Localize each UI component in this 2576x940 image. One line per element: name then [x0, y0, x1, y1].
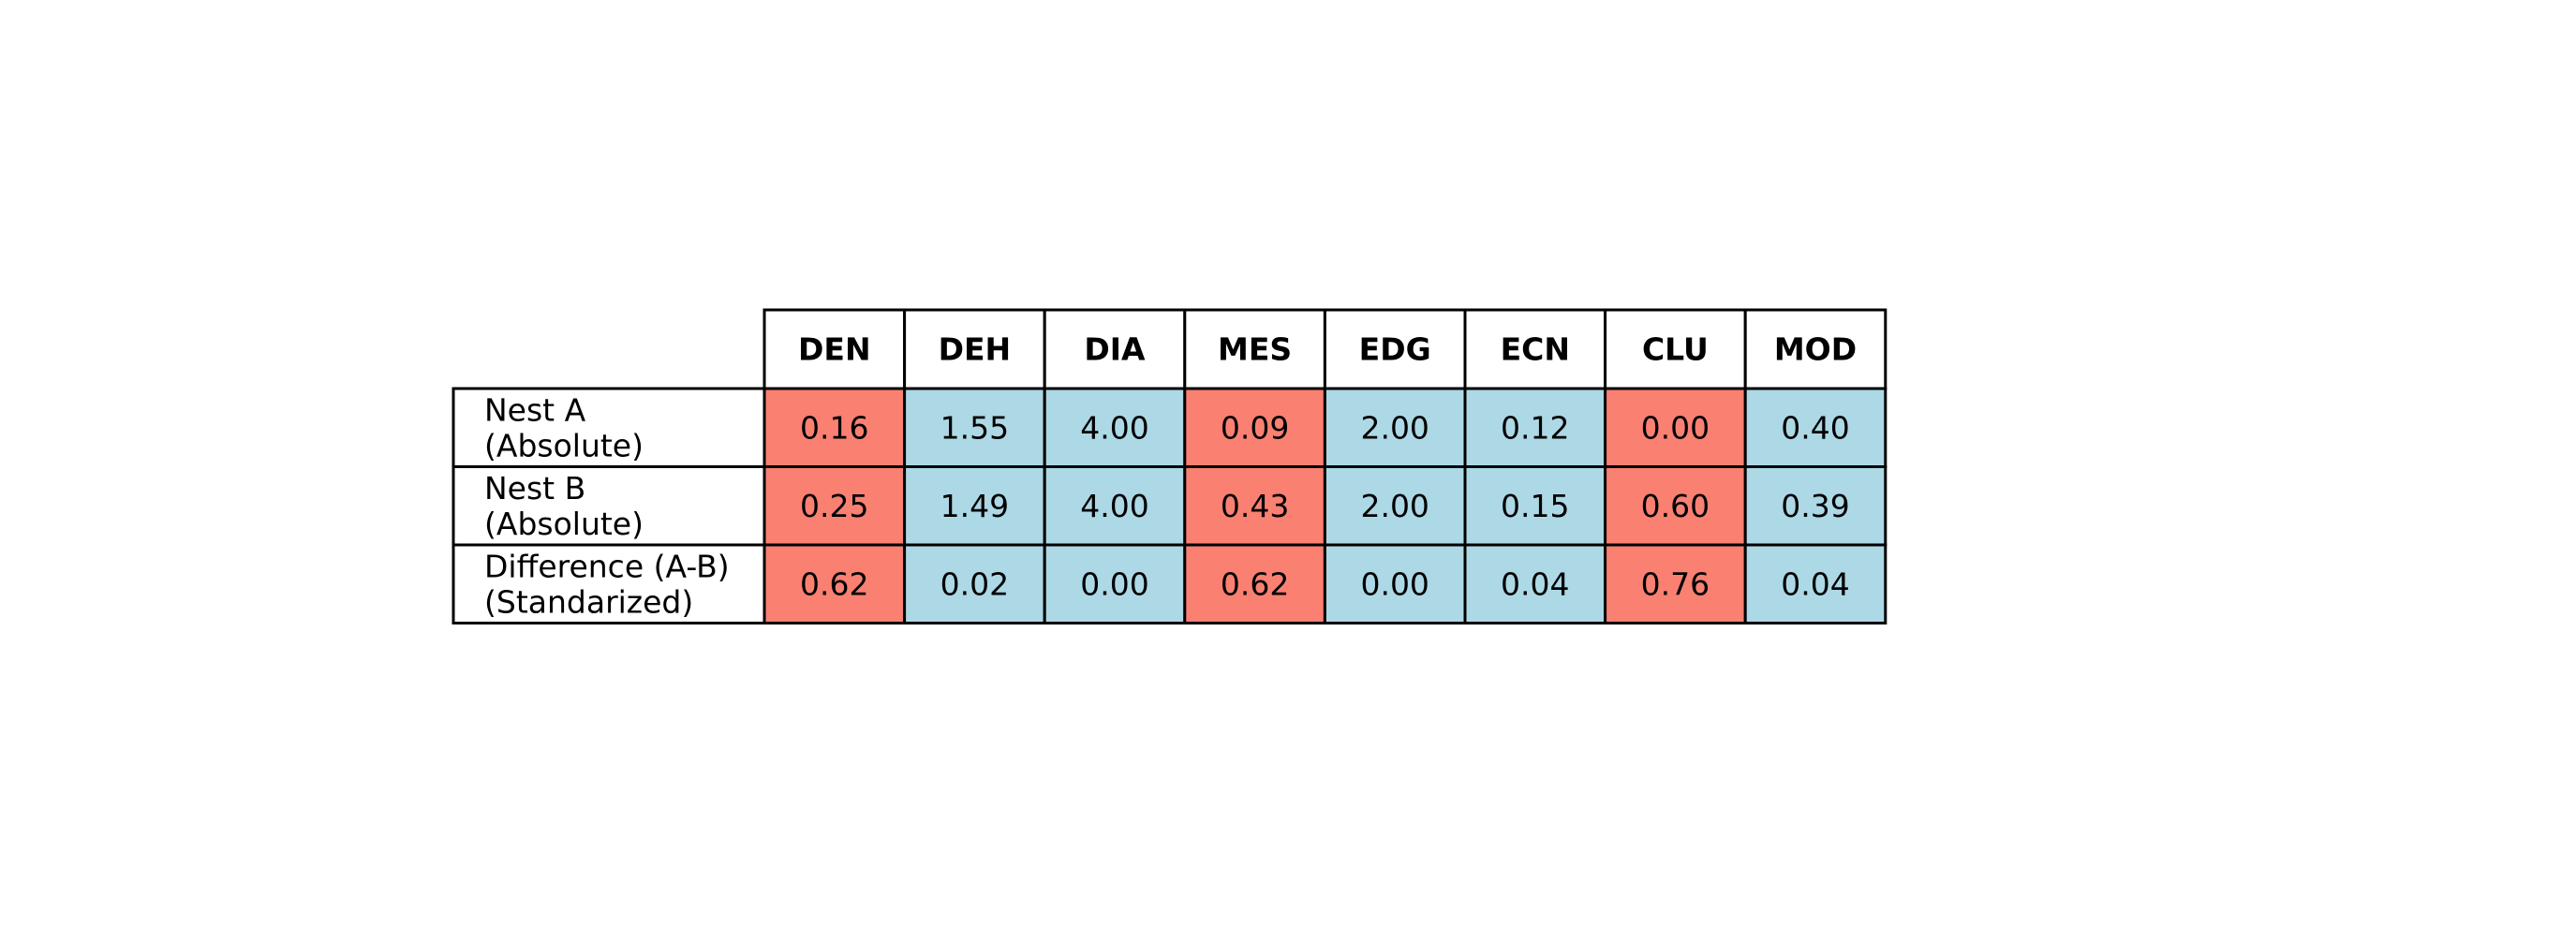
- table-cell: 1.49: [903, 465, 1046, 547]
- table-cell: 2.00: [1323, 387, 1467, 468]
- table-cell-bg: [1604, 543, 1747, 624]
- row-label-line: Nest B: [484, 470, 585, 507]
- column-header-label: CLU: [1642, 331, 1709, 368]
- table-cell-bg: [1323, 387, 1467, 468]
- table-row: Nest B(Absolute) 0.25 1.49 4.00 0.43 2.00 0.15…: [452, 465, 1888, 547]
- table-cell: 0.16: [762, 387, 907, 468]
- header-cell-bg: [1463, 308, 1607, 390]
- table-cell-value: 4.00: [1080, 409, 1148, 446]
- table-cell: 0.15: [1463, 465, 1607, 547]
- row-label-line: Nest A: [484, 391, 586, 428]
- header-cell-mod: MOD: [1743, 308, 1888, 390]
- header-cell-bg: [903, 308, 1046, 390]
- table-cell: 0.04: [1743, 543, 1888, 624]
- header-cell-bg: [762, 308, 907, 390]
- table-cell: 0.00: [1604, 387, 1747, 468]
- table-cell: 0.00: [1323, 543, 1467, 624]
- column-header-label: DEN: [798, 331, 871, 368]
- table-cell-value: 0.00: [1360, 565, 1429, 602]
- header-cell-edg: EDG: [1323, 308, 1467, 390]
- table-cell-bg: [1604, 387, 1747, 468]
- row-label-line: (Absolute): [484, 506, 644, 542]
- table-cell: 0.62: [1183, 543, 1326, 624]
- table-cell: 0.09: [1183, 387, 1326, 468]
- table-cell-bg: [1743, 465, 1888, 547]
- table-cell-bg: [762, 387, 907, 468]
- row-label-cell: [452, 465, 766, 547]
- table-cell-value: 0.16: [800, 409, 868, 446]
- row-label-cell: [452, 543, 766, 624]
- header-cell-clu: CLU: [1604, 308, 1747, 390]
- table-cell-value: 4.00: [1080, 488, 1148, 524]
- table-cell-value: 0.09: [1221, 409, 1289, 446]
- table-cell-value: 0.25: [800, 488, 868, 524]
- table-cell-value: 0.00: [1080, 565, 1148, 602]
- table-cell-value: 0.40: [1781, 409, 1849, 446]
- table-cell-bg: [762, 543, 907, 624]
- table-cell-bg: [1743, 543, 1888, 624]
- table-cell-value: 0.15: [1501, 488, 1569, 524]
- column-header-label: EDG: [1359, 331, 1431, 368]
- table-cell: 0.43: [1183, 465, 1326, 547]
- table-cell: 0.02: [903, 543, 1046, 624]
- table-cell: 0.40: [1743, 387, 1888, 468]
- table-cell-bg: [1183, 465, 1326, 547]
- header-cell-bg: [1743, 308, 1888, 390]
- table-cell-bg: [1743, 387, 1888, 468]
- table-cell: 0.39: [1743, 465, 1888, 547]
- table-cell-bg: [1043, 387, 1187, 468]
- table-cell: 0.60: [1604, 465, 1747, 547]
- column-header-label: DIA: [1084, 331, 1146, 368]
- table-cell: 0.25: [762, 465, 907, 547]
- table-cell-bg: [1183, 543, 1326, 624]
- table-cell-value: 1.55: [940, 409, 1009, 446]
- table-cell: 0.00: [1043, 543, 1187, 624]
- table-cell-value: 0.04: [1781, 565, 1849, 602]
- table-cell-value: 0.02: [940, 565, 1009, 602]
- header-cell-ecn: ECN: [1463, 308, 1607, 390]
- column-header-label: MES: [1218, 331, 1292, 368]
- table-cell-value: 2.00: [1360, 409, 1429, 446]
- table-cell: 0.62: [762, 543, 907, 624]
- row-label-line: Difference (A-B): [484, 548, 730, 584]
- table-cell-bg: [1323, 465, 1467, 547]
- row-label-line: (Absolute): [484, 427, 644, 463]
- table-cell-value: 0.62: [1221, 565, 1289, 602]
- table-cell-bg: [903, 543, 1046, 624]
- column-header-label: DEH: [939, 331, 1012, 368]
- column-header-label: MOD: [1774, 331, 1857, 368]
- header-cell-dia: DIA: [1043, 308, 1187, 390]
- table-cell: 0.12: [1463, 387, 1607, 468]
- table-cell: 2.00: [1323, 465, 1467, 547]
- table-cell-value: 0.43: [1221, 488, 1289, 524]
- table-row: Nest A(Absolute) 0.16 1.55 4.00 0.09 2.00 0.12…: [452, 387, 1888, 468]
- table-cell-value: 0.12: [1501, 409, 1569, 446]
- table-cell-value: 1.49: [940, 488, 1009, 524]
- table-cell-value: 0.00: [1641, 409, 1710, 446]
- table-cell-bg: [1043, 465, 1187, 547]
- table-cell: 4.00: [1043, 465, 1187, 547]
- header-cell-mes: MES: [1183, 308, 1326, 390]
- table-cell-value: 0.62: [800, 565, 868, 602]
- table-cell-value: 2.00: [1360, 488, 1429, 524]
- header-cell-den: DEN: [762, 308, 907, 390]
- table-cell-value: 0.04: [1501, 565, 1569, 602]
- table-cell-bg: [903, 465, 1046, 547]
- table-cell: 0.76: [1604, 543, 1747, 624]
- row-label-line: (Standarized): [484, 583, 693, 620]
- table-row: Difference (A-B)(Standarized) 0.62 0.02 0.0…: [452, 543, 1888, 624]
- column-header-label: ECN: [1501, 331, 1570, 368]
- table-cell-value: 0.39: [1781, 488, 1849, 524]
- header-cell-deh: DEH: [903, 308, 1046, 390]
- table-cell: 1.55: [903, 387, 1046, 468]
- table-cell-value: 0.60: [1641, 488, 1710, 524]
- table-cell-bg: [762, 465, 907, 547]
- table-cell-value: 0.76: [1641, 565, 1710, 602]
- table-cell: 0.04: [1463, 543, 1607, 624]
- table-cell: 4.00: [1043, 387, 1187, 468]
